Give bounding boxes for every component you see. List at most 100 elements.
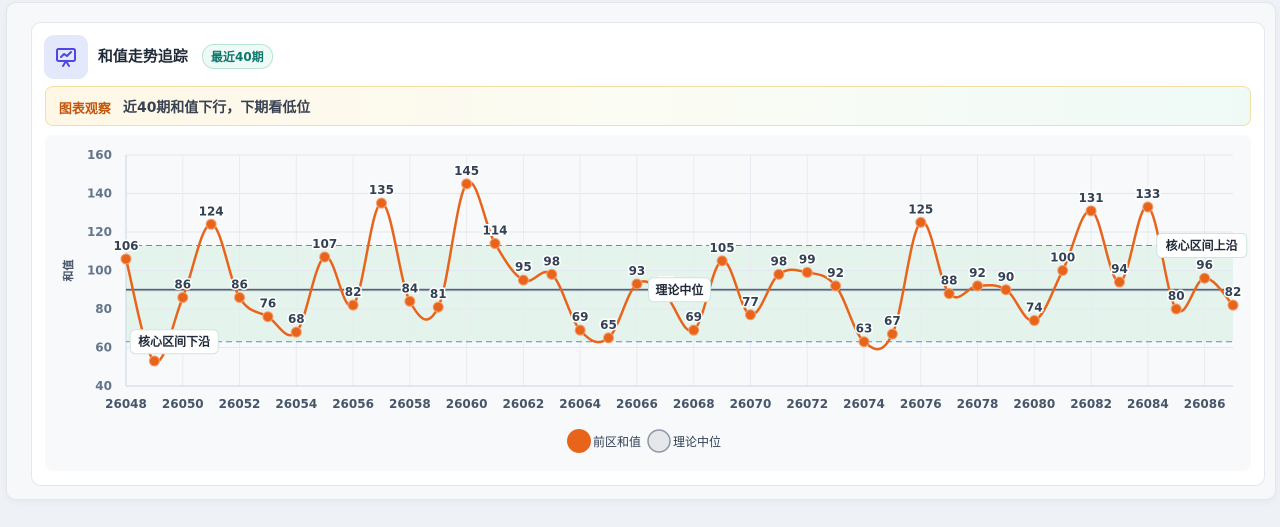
chart-card: 和值走势追踪 最近40期 图表观察 近40期和值下行，下期看低位 40 60 80 1… — [31, 22, 1265, 486]
x-tick-label: 26058 — [389, 397, 431, 411]
data-point[interactable] — [1113, 276, 1125, 288]
data-label: 92 — [827, 266, 844, 280]
data-label: 94 — [1111, 262, 1128, 276]
data-point[interactable] — [603, 332, 615, 344]
observation-label: 图表观察 — [59, 102, 112, 117]
data-label: 99 — [799, 252, 816, 266]
data-point[interactable] — [120, 253, 132, 265]
data-point[interactable] — [546, 268, 558, 280]
data-point[interactable] — [1085, 205, 1097, 217]
data-point[interactable] — [631, 278, 643, 290]
data-point[interactable] — [1057, 265, 1069, 276]
data-point[interactable] — [290, 326, 302, 338]
x-tick-label: 26054 — [275, 397, 317, 411]
x-tick-label: 26052 — [219, 397, 261, 411]
x-tick-label: 26064 — [559, 397, 601, 411]
data-label: 77 — [742, 295, 759, 309]
data-label: 69 — [572, 310, 589, 324]
data-label: 98 — [770, 254, 787, 268]
data-label: 82 — [1225, 285, 1242, 299]
data-point[interactable] — [801, 266, 813, 278]
data-point[interactable] — [1142, 201, 1154, 213]
x-tick-label: 26060 — [446, 397, 488, 411]
observation-banner: 图表观察 近40期和值下行，下期看低位 — [45, 86, 1251, 126]
x-tick-label: 26074 — [843, 397, 885, 411]
data-label: 82 — [345, 285, 362, 299]
data-point[interactable] — [517, 274, 529, 286]
period-badge: 最近40期 — [202, 44, 273, 69]
data-point[interactable] — [744, 309, 756, 321]
data-point[interactable] — [319, 251, 331, 263]
median-label: 理论中位 — [655, 282, 703, 297]
x-tick-label: 26078 — [957, 397, 999, 411]
data-point[interactable] — [234, 291, 246, 303]
data-point[interactable] — [886, 328, 898, 340]
y-tick-label: 160 — [87, 148, 112, 162]
x-tick-label: 26084 — [1127, 397, 1169, 411]
chart-area: 40 60 80 100 120 140 160 26048 26050 26052 26054 26… — [45, 135, 1251, 471]
data-point[interactable] — [177, 291, 189, 303]
data-point[interactable] — [688, 324, 700, 336]
x-tick-label: 26068 — [673, 397, 715, 411]
data-label: 88 — [941, 274, 958, 288]
data-point[interactable] — [205, 218, 217, 230]
observation-text: 近40期和值下行，下期看低位 — [123, 100, 311, 116]
x-tick-label: 26080 — [1013, 397, 1055, 411]
data-label: 96 — [1196, 258, 1213, 272]
x-tick-label: 26072 — [786, 397, 828, 411]
legend-label-sum[interactable]: 前区和值 — [593, 434, 641, 449]
data-point[interactable] — [1199, 272, 1211, 284]
data-label: 124 — [199, 204, 224, 218]
data-label: 80 — [1168, 289, 1185, 303]
data-point[interactable] — [915, 216, 927, 228]
data-label: 135 — [369, 183, 394, 197]
x-tick-label: 26062 — [503, 397, 545, 411]
x-tick-label: 26086 — [1184, 397, 1226, 411]
data-point[interactable] — [574, 324, 586, 336]
data-point[interactable] — [1028, 315, 1040, 327]
data-label: 105 — [710, 241, 735, 255]
data-point[interactable] — [461, 178, 473, 190]
legend-label-median[interactable]: 理论中位 — [673, 434, 721, 449]
data-point[interactable] — [972, 280, 984, 292]
y-tick-label: 80 — [95, 302, 112, 316]
data-label: 145 — [454, 164, 479, 178]
data-point[interactable] — [1000, 284, 1012, 296]
data-point[interactable] — [432, 301, 444, 313]
data-label: 100 — [1050, 251, 1075, 265]
data-point[interactable] — [943, 288, 955, 300]
x-tick-label: 26050 — [162, 397, 204, 411]
data-label: 63 — [856, 322, 873, 336]
data-label: 95 — [515, 260, 532, 274]
data-label: 107 — [312, 237, 337, 251]
data-point[interactable] — [1170, 303, 1182, 315]
lower-bound-label: 核心区间下沿 — [138, 334, 210, 349]
data-label: 92 — [969, 266, 986, 280]
data-point[interactable] — [148, 355, 160, 367]
upper-bound-label: 核心区间上沿 — [1166, 237, 1238, 252]
data-point[interactable] — [858, 336, 870, 348]
data-point[interactable] — [404, 295, 416, 307]
data-point[interactable] — [489, 238, 501, 250]
x-tick-label: 26048 — [105, 397, 147, 411]
data-label: 81 — [430, 287, 447, 301]
data-point[interactable] — [830, 280, 842, 292]
y-axis-title: 和值 — [61, 260, 75, 282]
data-point[interactable] — [262, 311, 274, 323]
lower-bound-label-box — [129, 329, 219, 355]
legend-swatch-median[interactable] — [647, 429, 671, 453]
data-point[interactable] — [773, 268, 785, 280]
x-tick-label: 26056 — [332, 397, 374, 411]
data-label: 84 — [401, 281, 418, 295]
data-point[interactable] — [716, 255, 728, 267]
legend-swatch-sum[interactable] — [567, 429, 591, 453]
data-label: 68 — [288, 312, 305, 326]
data-point[interactable] — [347, 299, 359, 311]
x-tick-label: 26066 — [616, 397, 658, 411]
data-point[interactable] — [375, 197, 387, 209]
data-label: 86 — [231, 277, 248, 291]
data-point[interactable] — [1227, 299, 1239, 311]
y-tick-label: 100 — [87, 264, 112, 278]
outer-panel: 和值走势追踪 最近40期 图表观察 近40期和值下行，下期看低位 40 60 80 1… — [6, 2, 1276, 500]
data-label: 74 — [1026, 301, 1043, 315]
